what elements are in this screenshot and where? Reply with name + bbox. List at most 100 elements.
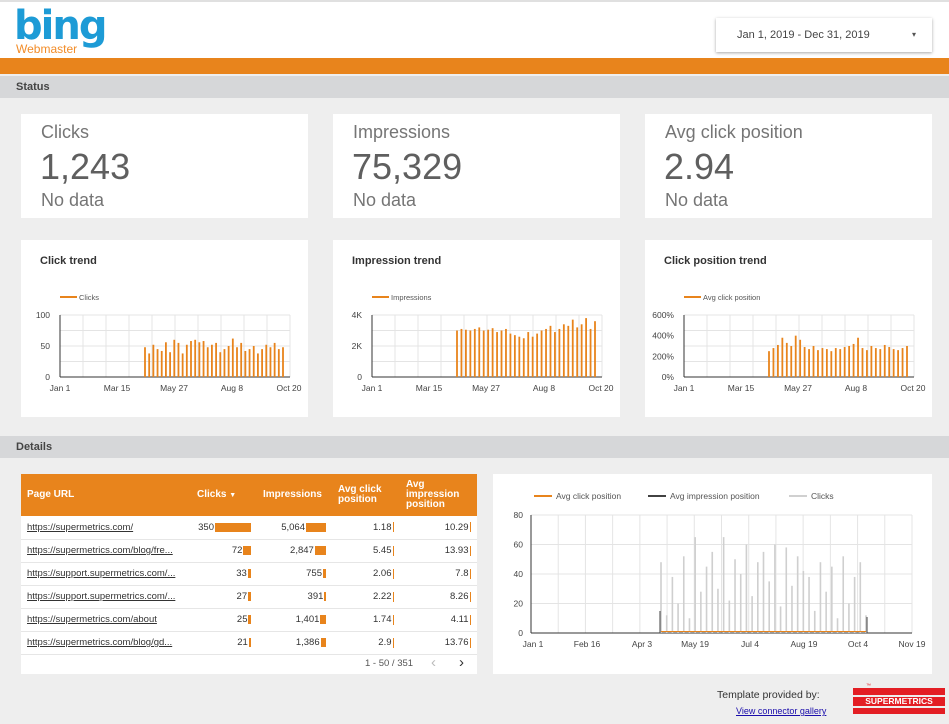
column-header-page-url[interactable]: Page URL: [21, 474, 191, 516]
clicks-bar: [688, 618, 691, 633]
trend-bar: [478, 327, 481, 377]
cell-value: 1,386: [295, 637, 320, 648]
x-tick-label: May 27: [160, 383, 188, 393]
date-range-label: Jan 1, 2019 - Dec 31, 2019: [737, 29, 870, 41]
cell-page-url[interactable]: https://supermetrics.com/: [21, 516, 191, 540]
combo-chart: Avg click position Avg impression positio…: [493, 474, 932, 674]
date-range-picker[interactable]: Jan 1, 2019 - Dec 31, 2019 ▾: [716, 18, 932, 52]
clicks-bar: [728, 600, 731, 633]
clicks-bar: [796, 556, 799, 633]
supermetrics-logo[interactable]: SUPERMETRICS ™: [853, 682, 945, 716]
x-tick-label: Aug 8: [845, 383, 867, 393]
trend-bar: [156, 349, 159, 377]
column-header-clicks[interactable]: Clicks ▼: [191, 474, 257, 516]
trend-bar: [888, 347, 891, 377]
cell-page-url[interactable]: https://support.supermetrics.com/...: [21, 585, 191, 609]
value-with-bar: 2.06: [338, 568, 394, 579]
cell-clicks: 350: [191, 516, 257, 540]
cell-impressions: 2,847: [257, 539, 332, 563]
logo-main: bing: [14, 3, 107, 49]
clicks-bar: [779, 606, 782, 633]
cell-clicks: 33: [191, 562, 257, 586]
table-row[interactable]: https://supermetrics.com/blog/gd... 21 1,3…: [21, 631, 477, 655]
click-position-trend-plot[interactable]: Avg click position 600% 400% 200% 0%Jan 1 Mar…: [645, 240, 932, 417]
y-tick-label: 0: [45, 372, 50, 382]
y-tick-label: 0: [357, 372, 362, 382]
view-connector-gallery-link[interactable]: View connector gallery: [736, 706, 827, 716]
cell-value: 755: [306, 568, 322, 579]
bing-webmaster-logo[interactable]: bing Webmaster: [14, 3, 107, 56]
trend-bar: [194, 339, 197, 377]
trend-bar: [165, 342, 167, 377]
x-tick-label: Jul 4: [741, 639, 759, 649]
column-header-impressions[interactable]: Impressions: [257, 474, 332, 516]
column-header-avg-click-position[interactable]: Avg click position: [332, 474, 400, 516]
clicks-bar: [842, 556, 845, 633]
clicks-bar: [739, 574, 742, 633]
cell-bar: [324, 592, 326, 601]
clicks-bar: [700, 591, 702, 633]
scorecard-label: Impressions: [353, 122, 451, 142]
chevron-left-icon[interactable]: ‹: [431, 654, 436, 671]
value-with-bar: 72: [197, 545, 251, 556]
trend-bar: [273, 342, 276, 377]
cell-avg-impression-position: 13.93: [400, 539, 477, 563]
trend-bar: [181, 353, 184, 377]
trend-bar: [522, 338, 525, 377]
clicks-bar: [757, 562, 759, 633]
table-row[interactable]: https://supermetrics.com/blog/fre... 72 2,…: [21, 539, 477, 563]
clicks-bar: [722, 537, 725, 633]
cell-page-url[interactable]: https://supermetrics.com/about: [21, 608, 191, 632]
clicks-bar: [853, 576, 856, 633]
clicks-bar: [694, 537, 696, 633]
pages-table: Page URL Clicks ▼ Impressions Avg click …: [21, 474, 477, 674]
cell-avg-click-position: 1.74: [332, 608, 400, 632]
y-tick-label: 4K: [352, 310, 363, 320]
cell-value: 391: [307, 591, 324, 602]
trend-bar: [261, 349, 263, 377]
table-row[interactable]: https://support.supermetrics.com/... 27 39…: [21, 585, 477, 609]
cell-value: 5,064: [281, 521, 305, 533]
value-with-bar: 10.29: [406, 522, 471, 533]
logo-stripe: [853, 697, 945, 706]
table-row[interactable]: https://supermetrics.com/350 5,064 1.18 10.…: [21, 516, 477, 540]
legend-label: Impressions: [391, 293, 432, 302]
column-header-clicks-label: Clicks: [197, 488, 227, 500]
click-position-trend-chart: Click position trend Avg click position 6…: [645, 240, 932, 417]
combo-chart-plot[interactable]: Avg click position Avg impression positio…: [493, 474, 932, 674]
table-row[interactable]: https://support.supermetrics.com/... 33 75…: [21, 562, 477, 586]
cell-avg-click-position: 2.22: [332, 585, 400, 609]
cell-avg-click-position: 2.06: [332, 562, 400, 586]
cell-page-url[interactable]: https://supermetrics.com/blog/fre...: [21, 539, 191, 563]
trend-bar: [803, 347, 806, 377]
cell-bar: [392, 637, 394, 648]
cell-bar: [248, 615, 251, 624]
trend-bar: [589, 328, 592, 377]
clicks-bar: [745, 544, 748, 633]
cell-page-url[interactable]: https://supermetrics.com/blog/gd...: [21, 631, 191, 655]
scorecard-comparison: No data: [665, 190, 729, 210]
scorecard-impressions: Impressions 75,329 No data: [333, 114, 620, 218]
clicks-bar: [665, 615, 668, 633]
trend-bar: [585, 318, 587, 377]
chart-title: Click trend: [40, 255, 97, 267]
column-header-avg-impression-position[interactable]: Avg impression position: [400, 474, 477, 516]
cell-bar: [392, 614, 394, 625]
y-tick-label: 0: [518, 628, 523, 638]
y-tick-label: 20: [514, 599, 524, 609]
trend-bar: [509, 333, 512, 377]
clicks-bar: [859, 562, 862, 633]
cell-page-url[interactable]: https://support.supermetrics.com/...: [21, 562, 191, 586]
table-row[interactable]: https://supermetrics.com/about 25 1,401 1.7…: [21, 608, 477, 632]
trend-bar: [852, 343, 855, 377]
scorecard-value: 1,243: [40, 146, 131, 187]
chevron-right-icon[interactable]: ›: [459, 654, 464, 671]
cell-bar: [469, 545, 471, 556]
x-tick-label: Jan 1: [362, 383, 383, 393]
cell-value: 7.8: [455, 568, 469, 579]
value-with-bar: 7.8: [406, 568, 471, 579]
cell-value: 27: [236, 591, 248, 602]
cell-clicks: 72: [191, 539, 257, 563]
